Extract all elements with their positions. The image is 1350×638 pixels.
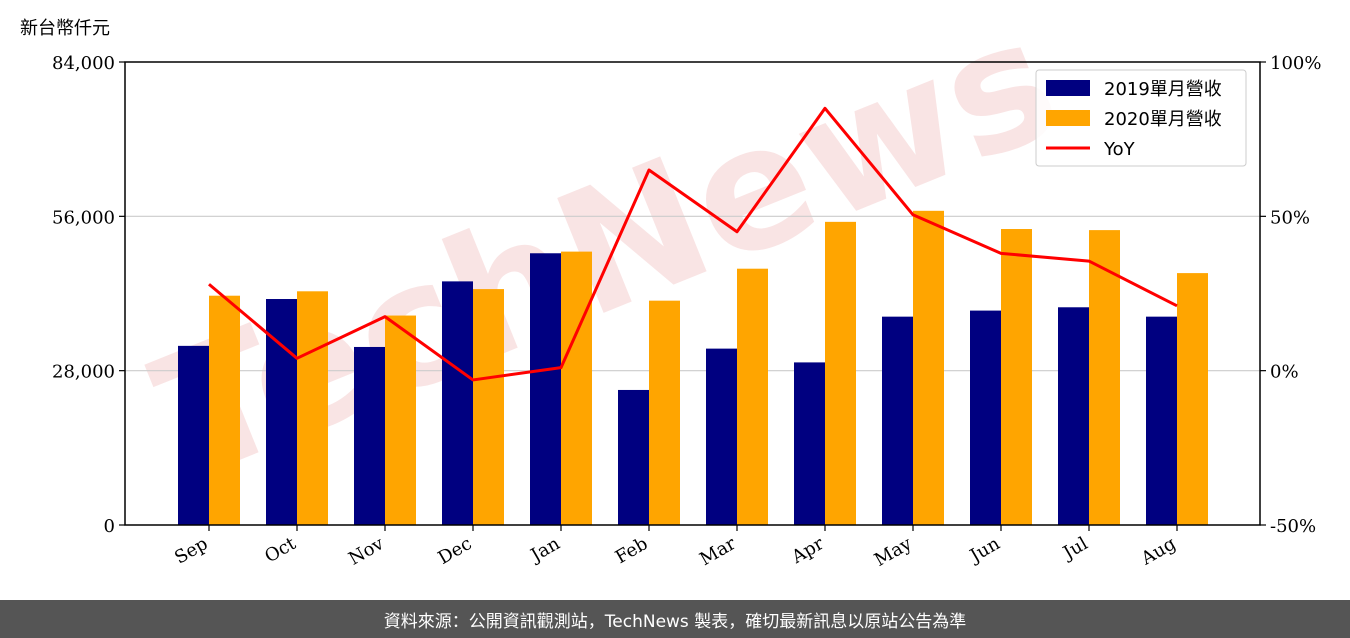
unit-label: 新台幣仟元 (20, 18, 110, 39)
bar-2019單月營收-Apr (794, 362, 825, 525)
legend-label-yoy: YoY (1103, 139, 1136, 160)
bar-2019單月營收-Feb (618, 389, 649, 525)
plot-frame (124, 61, 1261, 526)
bar-2020單月營收-Jul (1089, 230, 1120, 525)
bar-2020單月營收-Apr (825, 221, 856, 525)
x-tick-label-Oct: Oct (261, 533, 300, 568)
bar-2019單月營收-Aug (1146, 316, 1177, 525)
bar-2019單月營收-Jun (970, 310, 1001, 525)
y-left-tick-label-2: 56,000 (52, 207, 115, 228)
bar-2019單月營收-Jan (530, 253, 561, 525)
legend-swatch-2019 (1046, 80, 1090, 96)
bar-2019單月營收-Nov (354, 346, 385, 525)
y-right-tick-label-3: 100% (1270, 53, 1321, 74)
y-right-tick-label-2: 50% (1270, 207, 1310, 228)
x-tick-label-Apr: Apr (787, 533, 827, 568)
x-tick-label-May: May (871, 533, 916, 571)
bar-2020單月營收-Aug (1177, 273, 1208, 525)
bar-2019單月營收-Oct (266, 299, 297, 525)
legend-swatch-2020 (1046, 110, 1090, 126)
x-tick-label-Aug: Aug (1137, 533, 1180, 570)
bar-2020單月營收-Nov (385, 315, 416, 525)
y-right-tick-label-1: 0% (1270, 362, 1299, 383)
x-tick-label-Mar: Mar (696, 533, 740, 570)
bars (178, 210, 1208, 526)
yoy-line-layer (208, 106, 1178, 382)
x-tick-label-Jul: Jul (1058, 533, 1092, 565)
bar-2020單月營收-May (913, 210, 944, 526)
bar-2019單月營收-May (882, 316, 913, 525)
x-tick-label-Sep: Sep (171, 533, 211, 568)
legend: 2019單月營收 2020單月營收 YoY (1035, 69, 1247, 167)
bar-2019單月營收-Sep (178, 345, 209, 525)
y-left-tick-label-1: 28,000 (52, 362, 115, 383)
yoy-line (208, 106, 1178, 382)
x-tick-label-Feb: Feb (612, 533, 652, 568)
bar-2020單月營收-Mar (737, 268, 768, 525)
legend-label-2020: 2020單月營收 (1104, 109, 1222, 130)
source-footer: 資料來源：公開資訊觀測站，TechNews 製表，確切最新訊息以原站公告為準 (0, 600, 1350, 638)
y-left-tick-label-0: 0 (104, 516, 115, 537)
bar-2019單月營收-Dec (442, 281, 473, 525)
bar-2019單月營收-Mar (706, 348, 737, 525)
x-tick-label-Jan: Jan (526, 533, 564, 567)
y-right-tick-label-0: -50% (1270, 516, 1316, 537)
footer-text: 資料來源：公開資訊觀測站，TechNews 製表，確切最新訊息以原站公告為準 (383, 611, 967, 632)
bar-2020單月營收-Jun (1001, 229, 1032, 525)
x-tick-label-Jun: Jun (965, 533, 1004, 568)
bar-2020單月營收-Oct (297, 291, 328, 525)
bar-2020單月營收-Feb (649, 300, 680, 525)
legend-label-2019: 2019單月營收 (1104, 79, 1222, 100)
bar-2020單月營收-Sep (209, 295, 240, 525)
bar-2020單月營收-Jan (561, 251, 592, 525)
bar-2019單月營收-Jul (1058, 307, 1089, 525)
y-left-tick-label-3: 84,000 (52, 53, 115, 74)
x-tick-label-Dec: Dec (435, 533, 476, 569)
x-tick-label-Nov: Nov (345, 533, 388, 570)
bar-2020單月營收-Dec (473, 289, 504, 525)
revenue-chart: TechNews 028,00056,00084,000-50%0%50%100… (20, 0, 1321, 571)
